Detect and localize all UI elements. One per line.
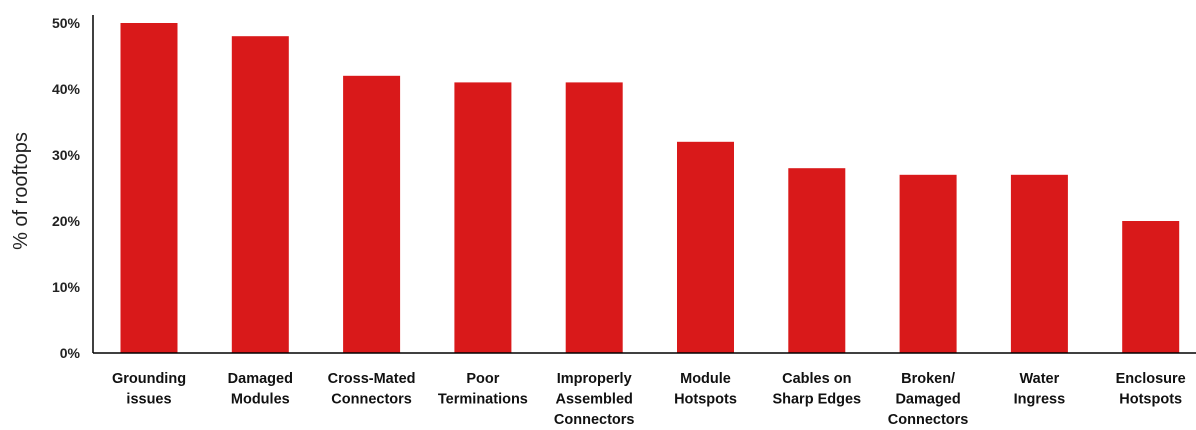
bar xyxy=(1122,221,1180,353)
category-label: Broken/Damaged Connectors xyxy=(888,371,969,428)
category-labels: Grounding issues Damaged Modules Cross-Mated… xyxy=(112,371,1186,428)
category-label: Damaged Modules xyxy=(228,371,293,408)
y-tick-label: 20% xyxy=(52,213,81,229)
y-tick-label: 40% xyxy=(52,81,81,97)
category-label-line: Broken/ xyxy=(901,371,955,387)
bar xyxy=(1010,174,1068,353)
category-label: Module Hotspots xyxy=(674,371,737,408)
category-label-line: Damaged xyxy=(228,371,293,387)
category-label-line: Module xyxy=(680,371,731,387)
y-tick-label: 30% xyxy=(52,147,81,163)
category-label-line: Sharp Edges xyxy=(772,392,861,408)
category-label: Grounding issues xyxy=(112,371,186,408)
y-tick-label: 10% xyxy=(52,279,81,295)
category-label-line: Connectors xyxy=(331,392,412,408)
y-tick-label: 50% xyxy=(52,15,81,31)
category-label-line: Cables on xyxy=(782,371,851,387)
category-label-line: Ingress xyxy=(1014,392,1066,408)
bar xyxy=(565,82,623,354)
category-label-line: Terminations xyxy=(438,392,528,408)
y-tick-label: 0% xyxy=(60,345,81,361)
category-label: Cross-Mated Connectors xyxy=(328,371,416,408)
category-label-line: Cross-Mated xyxy=(328,371,416,387)
bar xyxy=(677,141,734,353)
bars xyxy=(120,23,1180,354)
category-label-line: Hotspots xyxy=(1119,392,1182,408)
category-label-line: Assembled xyxy=(556,392,633,408)
category-label: Cables on Sharp Edges xyxy=(772,371,861,408)
category-label-line: Grounding xyxy=(112,371,186,387)
category-label-line: Modules xyxy=(231,392,290,408)
bar xyxy=(343,75,401,354)
category-label-line: Poor xyxy=(466,371,499,387)
bar xyxy=(231,36,289,353)
category-label: Enclosure Hotspots xyxy=(1116,371,1186,408)
category-label-line: Connectors xyxy=(888,412,969,428)
bar xyxy=(120,23,178,353)
category-label-line: Hotspots xyxy=(674,392,737,408)
category-label-line: Connectors xyxy=(554,412,635,428)
y-axis-title-group: % of rooftops xyxy=(10,132,32,250)
category-label: Improperly Assembled Connectors xyxy=(554,371,635,428)
category-label: Poor Terminations xyxy=(438,371,528,408)
y-axis-ticks: 0% 10% 20% 30% 40% 50% xyxy=(52,15,81,361)
bar xyxy=(788,168,846,353)
category-label-line: Improperly xyxy=(557,371,632,387)
category-label-line: issues xyxy=(126,392,171,408)
y-axis-title: % of rooftops xyxy=(10,132,32,250)
category-label-line: Enclosure xyxy=(1116,371,1186,387)
bar xyxy=(899,174,957,353)
category-label-line: Damaged xyxy=(895,392,960,408)
bar xyxy=(454,82,512,354)
category-label: Water Ingress xyxy=(1014,371,1066,408)
category-label-line: Water xyxy=(1020,371,1060,387)
